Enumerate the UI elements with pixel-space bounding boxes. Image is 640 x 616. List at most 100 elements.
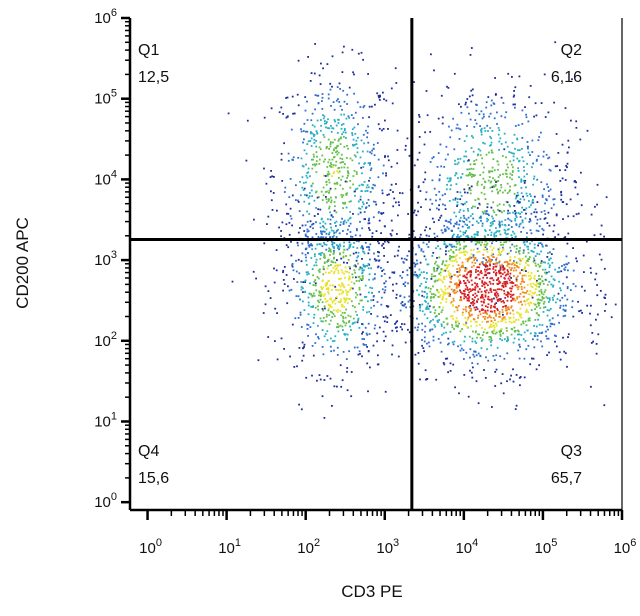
event-dot xyxy=(406,137,409,140)
event-dot xyxy=(539,283,541,286)
event-dot xyxy=(476,233,479,235)
event-dot xyxy=(557,292,560,295)
event-dot xyxy=(304,96,307,98)
event-dot xyxy=(293,112,296,115)
event-dot xyxy=(335,225,337,227)
event-dot xyxy=(339,264,342,266)
event-dot xyxy=(555,214,558,217)
event-dot xyxy=(314,342,317,344)
event-dot xyxy=(417,362,420,365)
event-dot xyxy=(365,186,368,189)
event-dot xyxy=(335,309,338,312)
event-dot xyxy=(603,296,606,299)
event-dot xyxy=(392,205,395,208)
event-dot xyxy=(325,285,327,287)
event-dot xyxy=(512,230,514,233)
event-dot xyxy=(518,159,521,162)
event-dot xyxy=(466,279,469,282)
event-dot xyxy=(296,241,299,244)
event-dot xyxy=(452,265,454,267)
event-dot xyxy=(520,280,523,283)
event-dot xyxy=(506,201,509,204)
event-dot xyxy=(488,170,490,173)
event-dot xyxy=(425,90,428,92)
event-dot xyxy=(378,259,381,262)
event-dot xyxy=(323,335,326,338)
event-dot xyxy=(549,322,552,325)
event-dot xyxy=(480,272,483,275)
event-dot xyxy=(401,328,403,331)
event-dot xyxy=(312,322,315,324)
event-dot xyxy=(421,328,424,331)
event-dot xyxy=(363,105,366,107)
event-dot xyxy=(498,253,501,256)
event-dot xyxy=(336,170,339,172)
event-dot xyxy=(428,321,431,324)
event-dot xyxy=(465,321,468,324)
event-dot xyxy=(318,294,320,297)
event-dot xyxy=(361,267,364,270)
event-dot xyxy=(488,176,491,178)
event-dot xyxy=(558,266,561,269)
event-dot xyxy=(307,56,309,58)
event-dot xyxy=(487,295,490,298)
event-dot xyxy=(325,126,327,129)
event-dot xyxy=(474,119,477,121)
event-dot xyxy=(502,265,504,268)
event-dot xyxy=(536,335,539,337)
event-dot xyxy=(269,176,272,178)
event-dot xyxy=(477,317,479,319)
event-dot xyxy=(514,125,517,127)
event-dot xyxy=(459,209,462,211)
event-dot xyxy=(595,343,598,345)
event-dot xyxy=(312,182,314,185)
event-dot xyxy=(351,132,353,134)
event-dot xyxy=(544,217,547,219)
event-dot xyxy=(359,352,361,355)
event-dot xyxy=(526,173,528,175)
event-dot xyxy=(318,301,320,304)
event-dot xyxy=(435,260,437,263)
event-dot xyxy=(257,359,260,362)
event-dot xyxy=(312,158,314,161)
event-dot xyxy=(544,268,547,271)
event-dot xyxy=(553,323,556,326)
event-dot xyxy=(500,244,502,246)
event-dot xyxy=(303,230,306,232)
event-dot xyxy=(477,240,480,243)
event-dot xyxy=(463,140,466,142)
event-dot xyxy=(458,211,461,213)
event-dot xyxy=(312,274,314,277)
event-dot xyxy=(485,259,488,261)
event-dot xyxy=(549,251,551,254)
event-dot xyxy=(491,151,494,154)
event-dot xyxy=(394,326,397,329)
event-dot xyxy=(351,159,354,162)
event-dot xyxy=(499,331,501,334)
event-dot xyxy=(437,265,440,268)
event-dot xyxy=(510,226,513,228)
event-dot xyxy=(322,236,325,239)
event-dot xyxy=(380,296,383,299)
event-dot xyxy=(495,314,497,317)
event-dot xyxy=(510,333,513,336)
event-dot xyxy=(501,273,504,275)
event-dot xyxy=(480,347,483,349)
event-dot xyxy=(493,232,496,235)
event-dot xyxy=(494,385,497,387)
event-dot xyxy=(504,321,507,324)
event-dot xyxy=(315,258,318,261)
event-dot xyxy=(262,312,265,314)
event-dot xyxy=(502,285,505,287)
event-dot xyxy=(531,357,533,360)
event-dot xyxy=(456,198,459,200)
event-dot xyxy=(468,313,471,316)
event-dot xyxy=(545,296,548,299)
event-dot xyxy=(426,378,428,380)
event-dot xyxy=(533,292,535,295)
event-dot xyxy=(563,268,566,271)
event-dot xyxy=(529,229,532,232)
event-dot xyxy=(307,271,309,274)
event-dot xyxy=(490,149,493,152)
event-dot xyxy=(471,266,473,268)
